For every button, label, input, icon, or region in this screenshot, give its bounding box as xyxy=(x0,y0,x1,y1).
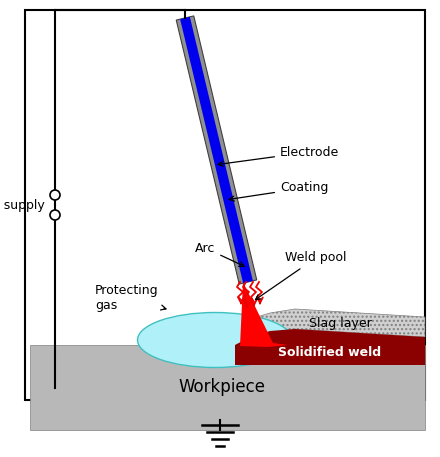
Polygon shape xyxy=(250,309,425,337)
Bar xyxy=(30,345,425,430)
Text: Workpiece: Workpiece xyxy=(179,378,265,397)
Text: Power supply: Power supply xyxy=(0,198,45,212)
Polygon shape xyxy=(235,329,425,365)
Bar xyxy=(25,10,425,400)
Text: Weld pool: Weld pool xyxy=(256,251,347,300)
Polygon shape xyxy=(180,17,253,283)
Text: Electrode: Electrode xyxy=(218,145,339,166)
Ellipse shape xyxy=(137,313,293,367)
Text: Protecting
gas: Protecting gas xyxy=(95,284,166,312)
Text: Slag layer: Slag layer xyxy=(308,317,371,329)
Text: Coating: Coating xyxy=(229,181,328,201)
Polygon shape xyxy=(240,282,288,347)
Text: Solidified weld: Solidified weld xyxy=(279,346,381,360)
Circle shape xyxy=(50,210,60,220)
Text: Arc: Arc xyxy=(195,241,244,266)
Polygon shape xyxy=(176,16,257,284)
Circle shape xyxy=(50,190,60,200)
